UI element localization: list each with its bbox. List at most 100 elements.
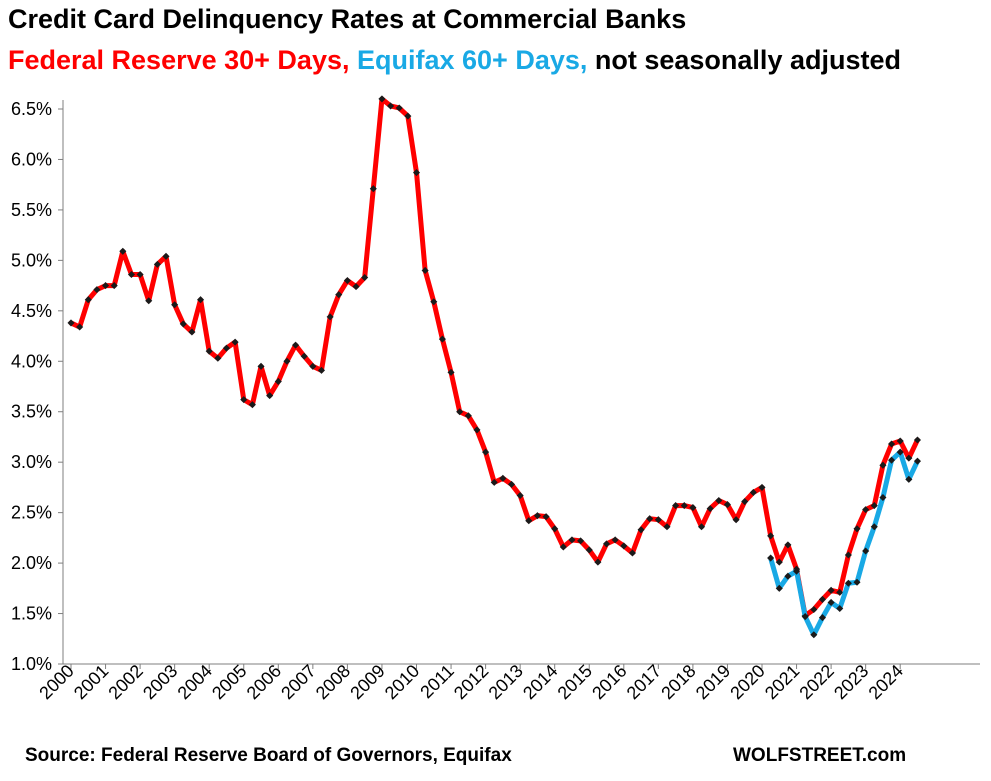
data-point (507, 480, 516, 488)
data-point (888, 456, 896, 464)
data-point (361, 273, 369, 282)
data-point (611, 536, 619, 544)
data-point (490, 478, 498, 486)
data-point (387, 102, 395, 110)
data-point (127, 270, 135, 279)
data-point (231, 338, 239, 346)
data-point (784, 541, 792, 549)
data-point (93, 286, 101, 294)
data-point (888, 440, 896, 448)
series-line-1 (768, 449, 920, 638)
data-point (775, 584, 783, 592)
data-point (438, 335, 446, 343)
data-point (171, 301, 179, 309)
data-point (844, 551, 852, 559)
data-point (482, 448, 490, 456)
data-point (352, 283, 360, 291)
source-note: Source: Federal Reserve Board of Governo… (25, 745, 512, 766)
data-point (102, 282, 110, 290)
data-point (516, 491, 524, 500)
x-tick-label: 2011 (416, 661, 458, 703)
data-point (136, 270, 144, 279)
data-point (767, 554, 775, 562)
data-point (836, 604, 844, 613)
data-point (870, 523, 878, 531)
data-point (905, 475, 913, 483)
data-point (179, 320, 187, 328)
data-point (844, 579, 852, 587)
subtitle-not-adjusted: not seasonally adjusted (594, 45, 901, 75)
data-point (76, 323, 84, 331)
brand-label: WOLFSTREET.com (733, 745, 907, 766)
y-tick-label: 5.5% (11, 200, 52, 220)
data-point (801, 613, 809, 621)
data-point (188, 328, 196, 336)
data-point (698, 523, 706, 531)
data-point (153, 260, 161, 268)
y-tick-label: 3.0% (11, 452, 52, 472)
data-point (369, 185, 377, 193)
data-point (464, 412, 472, 420)
data-point (559, 543, 567, 551)
data-point (862, 506, 870, 514)
data-point (499, 474, 507, 482)
y-tick-label: 6.5% (11, 99, 52, 119)
chart-title: Credit Card Delinquency Rates at Commerc… (8, 4, 687, 34)
data-point (577, 537, 585, 545)
data-point (240, 396, 248, 404)
data-point (784, 572, 792, 580)
y-tick-label: 2.5% (11, 503, 52, 523)
data-point (896, 437, 904, 445)
data-point (879, 493, 887, 502)
data-point (836, 588, 844, 596)
data-point (767, 532, 775, 540)
data-point (602, 540, 611, 548)
data-point (706, 505, 714, 513)
data-point (732, 516, 740, 524)
data-point (110, 282, 118, 290)
y-tick-label: 3.5% (11, 402, 52, 422)
data-point (913, 436, 922, 444)
chart-subtitle: Federal Reserve 30+ Days, Equifax 60+ Da… (8, 45, 901, 76)
data-point (810, 631, 818, 639)
data-point (542, 513, 550, 521)
data-point (430, 298, 438, 306)
data-point (378, 95, 386, 103)
data-point (818, 614, 826, 622)
data-point (646, 515, 654, 523)
data-point (412, 169, 421, 177)
data-point (84, 296, 92, 304)
data-point (628, 549, 636, 557)
y-tick-label: 2.0% (11, 553, 52, 573)
y-tick-label: 1.5% (11, 604, 52, 624)
data-point (594, 558, 602, 566)
y-tick-label: 4.5% (11, 301, 52, 321)
y-tick-label: 1.0% (11, 654, 52, 674)
data-point (775, 558, 783, 566)
data-point (525, 517, 533, 525)
data-point (827, 598, 835, 606)
data-point (473, 426, 481, 434)
data-point (663, 523, 671, 531)
data-point (654, 516, 662, 524)
subtitle-equifax: Equifax 60+ Days, (357, 45, 588, 75)
data-point (568, 536, 576, 544)
data-point (67, 319, 75, 327)
y-tick-label: 4.0% (11, 351, 52, 371)
data-point (741, 498, 749, 506)
data-point (853, 578, 861, 586)
data-point (862, 547, 870, 555)
data-point (723, 501, 731, 509)
subtitle-federal-reserve: Federal Reserve 30+ Days, (8, 45, 350, 75)
data-point (162, 252, 170, 260)
data-point (248, 401, 256, 409)
data-point (585, 546, 593, 554)
data-point (689, 504, 697, 512)
data-point (896, 448, 904, 456)
data-point (758, 483, 766, 491)
data-point (335, 291, 343, 299)
series-line-0 (68, 96, 920, 619)
y-tick-label: 6.0% (11, 149, 52, 169)
y-tick-label: 5.0% (11, 250, 52, 270)
